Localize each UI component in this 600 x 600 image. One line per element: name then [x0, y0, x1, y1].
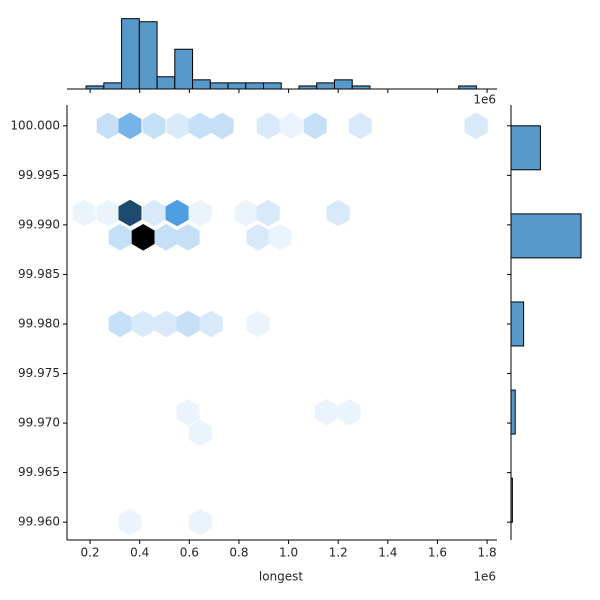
y-tick-label: 100.000: [10, 118, 60, 132]
hexbin: [348, 112, 372, 140]
x-tick-label: 1.8: [478, 546, 497, 560]
hexbin: [131, 224, 155, 251]
hexbin: [154, 224, 178, 251]
y-tick-label: 99.980: [18, 316, 60, 330]
hist-bar: [103, 82, 123, 90]
hexbin: [326, 199, 350, 227]
hexbin: [118, 508, 142, 536]
hexbin: [188, 508, 212, 536]
hist-bar: [510, 301, 525, 347]
y-tick-label: 99.985: [18, 267, 60, 281]
hexbin: [118, 199, 142, 227]
hexbin: [246, 310, 270, 338]
x-tick-label: 0.4: [130, 546, 149, 560]
hist-bar: [245, 82, 265, 90]
y-tick-label: 99.990: [18, 217, 60, 231]
hist-bar: [510, 125, 541, 171]
hexbin: [303, 112, 327, 140]
hist-bar: [263, 82, 282, 90]
hexbin: [279, 112, 303, 140]
hexbin: [72, 199, 96, 227]
x-axis-label: longest: [259, 570, 304, 584]
hist-bar: [138, 21, 158, 90]
hexbin: [166, 112, 190, 140]
hexbin: [108, 310, 132, 338]
y-tick-label: 99.960: [18, 515, 60, 529]
y-tick-label: 99.975: [18, 366, 60, 380]
hist-bar: [333, 79, 353, 90]
hexbin: [337, 398, 361, 426]
hexbin: [165, 199, 189, 227]
hexbin: [246, 224, 270, 251]
x-tick-label: 0.6: [180, 546, 199, 560]
hist-bar: [351, 85, 371, 90]
hist-bar: [209, 82, 229, 90]
hexbin: [154, 310, 178, 338]
hexbin: [188, 199, 212, 227]
x-tick-label: 1.4: [378, 546, 397, 560]
y-tick-label: 99.970: [18, 416, 60, 430]
hexbin: [108, 224, 132, 251]
hist-bar: [510, 477, 513, 523]
hexbin: [210, 112, 234, 140]
x-tick-label: 1.2: [329, 546, 348, 560]
y-tick-label: 99.995: [18, 168, 60, 182]
x-offset: 1e6: [473, 570, 496, 584]
hist-bar: [156, 76, 176, 90]
x-tick-label: 1.6: [428, 546, 447, 560]
hist-bar: [227, 82, 247, 90]
hexbin: [176, 224, 200, 251]
hexbin: [142, 112, 166, 140]
hexbin: [176, 398, 200, 426]
hist-bar: [316, 82, 335, 90]
hexbin: [268, 224, 292, 251]
hist-bar: [192, 79, 211, 90]
x-tick-label: 1.0: [279, 546, 298, 560]
hexbin: [176, 310, 200, 338]
hist-bar: [510, 389, 516, 435]
hist-bar: [510, 213, 582, 259]
hist-bar: [121, 18, 140, 90]
hexbin: [256, 199, 280, 227]
hexbin: [96, 112, 120, 140]
hexbin: [142, 199, 166, 227]
hist-bar: [174, 48, 194, 90]
hexbin: [234, 199, 258, 227]
y-tick-label: 99.965: [18, 465, 60, 479]
hexbin: [314, 398, 338, 426]
x-offset-top: 1e6: [473, 93, 496, 107]
hexbin: [199, 310, 223, 338]
hexbin: [256, 112, 280, 140]
x-tick-label: 0.8: [229, 546, 248, 560]
hexbin: [188, 112, 212, 140]
hist-bar: [298, 85, 318, 90]
hist-bar: [85, 85, 105, 90]
hist-bar: [458, 85, 477, 90]
hexbin: [118, 112, 142, 140]
x-tick-label: 0.2: [81, 546, 100, 560]
hexbin: [188, 419, 212, 447]
hexbin: [96, 199, 120, 227]
hexbin: [464, 112, 488, 140]
hexbin: [131, 310, 155, 338]
